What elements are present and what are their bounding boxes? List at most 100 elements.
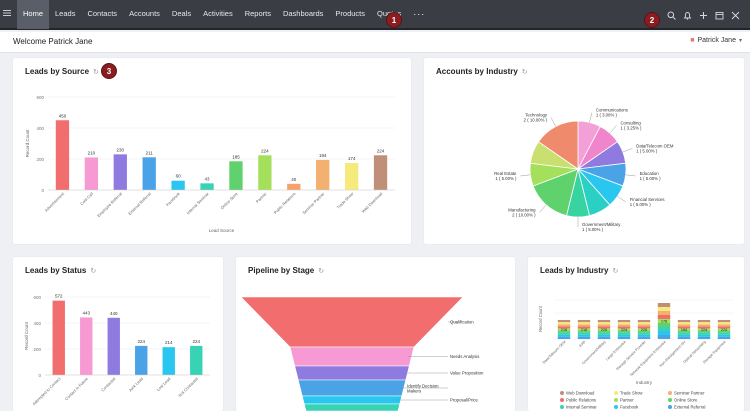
funnel-stage bbox=[301, 395, 403, 405]
nav-item-reports[interactable]: Reports bbox=[244, 9, 271, 18]
refresh-icon[interactable]: ↻ bbox=[318, 267, 325, 275]
legend-marker bbox=[614, 391, 618, 395]
refresh-icon[interactable]: ↻ bbox=[612, 267, 619, 275]
pie-slice-label: Consulting bbox=[620, 121, 641, 126]
x-tick-label: Network Equipment Enterprise bbox=[629, 340, 666, 377]
legend-label: Online Store bbox=[674, 398, 698, 403]
stacked-bar-segment bbox=[697, 322, 711, 325]
bell-icon[interactable] bbox=[682, 10, 692, 20]
stacked-bar-segment bbox=[597, 322, 611, 325]
pie-slice-count: 1 ( 5.00% ) bbox=[640, 176, 662, 181]
x-tick-label: Employee Referral bbox=[96, 191, 123, 218]
bar bbox=[162, 347, 175, 375]
stacked-bar-segment bbox=[557, 328, 571, 331]
refresh-icon[interactable]: ↻ bbox=[90, 267, 97, 275]
stacked-bar-segment bbox=[717, 330, 731, 333]
stacked-bar-segment bbox=[577, 328, 591, 331]
bar bbox=[142, 157, 156, 190]
refresh-icon[interactable]: ↻ bbox=[93, 68, 99, 76]
stacked-bar-segment bbox=[557, 336, 571, 339]
stacked-bar-segment bbox=[597, 320, 611, 323]
chart-leads-by-status: 0 200 400 600 Record Count 572 Attempted to Co… bbox=[24, 294, 210, 406]
pie-leader-line bbox=[550, 117, 556, 127]
legend-marker bbox=[668, 391, 672, 395]
legend-marker bbox=[560, 398, 564, 402]
stacked-bar-segment bbox=[637, 326, 651, 329]
stacked-bar-segment bbox=[697, 328, 711, 331]
x-tick-label: Cold Call bbox=[79, 191, 94, 206]
nav-item-home[interactable]: Home bbox=[17, 0, 50, 29]
bar bbox=[258, 155, 272, 190]
search-icon[interactable] bbox=[666, 10, 676, 20]
card-title: Leads by Status bbox=[25, 266, 87, 275]
stacked-bar-segment bbox=[717, 324, 731, 327]
pie-slice bbox=[537, 120, 579, 170]
legend-label: Web Download bbox=[566, 391, 595, 396]
pie-slice-count: 1 ( 5.00% ) bbox=[582, 227, 604, 232]
bar bbox=[316, 159, 330, 190]
calendar-icon[interactable] bbox=[714, 10, 724, 20]
stacked-bar-segment bbox=[637, 322, 651, 325]
menu-icon[interactable] bbox=[3, 8, 17, 20]
nav-item-leads[interactable]: Leads bbox=[55, 9, 76, 18]
stacked-bar-segment bbox=[637, 330, 651, 333]
card-title: Leads by Source bbox=[25, 67, 90, 76]
bar bbox=[287, 183, 301, 190]
x-tick-label: Junk Lead bbox=[127, 376, 144, 393]
bar bbox=[344, 163, 359, 190]
x-tick-label: Trade Show bbox=[336, 191, 355, 210]
stacked-bar-segment bbox=[557, 320, 571, 323]
tools-icon[interactable] bbox=[730, 10, 740, 20]
nav-item-accounts[interactable]: Accounts bbox=[129, 9, 160, 18]
pie-slice-count: 1 ( 5.00% ) bbox=[636, 148, 658, 153]
legend-label: Seminar Partner bbox=[674, 391, 705, 396]
bar-value-label: 230 bbox=[117, 147, 125, 152]
stacked-bar-segment bbox=[717, 322, 731, 325]
bar bbox=[52, 300, 65, 375]
stacked-bar-segment bbox=[557, 324, 571, 327]
pie-leader-line bbox=[520, 174, 531, 177]
funnel-stage-label: Qualification bbox=[450, 320, 474, 325]
nav-item-activities[interactable]: Activities bbox=[203, 9, 233, 18]
stacked-bar-segment bbox=[677, 336, 691, 339]
pie-slice-count: 1 ( 3.00% ) bbox=[596, 113, 618, 118]
stacked-bar-segment bbox=[657, 331, 671, 335]
stacked-bar-segment bbox=[597, 326, 611, 329]
x-tick-label: Advertisement bbox=[44, 191, 66, 213]
bar-value-label: 185 bbox=[232, 154, 240, 159]
bar-value-label: 214 bbox=[165, 340, 173, 345]
stacked-bar-segment bbox=[577, 326, 591, 329]
x-tick-label: Internal Seminar bbox=[185, 191, 210, 216]
bar-value-label: 210 bbox=[88, 150, 96, 155]
legend-label: Partner bbox=[620, 398, 634, 403]
refresh-icon[interactable]: ↻ bbox=[521, 68, 528, 76]
stacked-bar-segment bbox=[617, 322, 631, 325]
nav-item-dashboards[interactable]: Dashboards bbox=[282, 9, 324, 18]
pie-slice-label: Communications bbox=[596, 108, 628, 113]
stacked-bar-segment bbox=[697, 320, 711, 323]
stacked-bar-segment bbox=[637, 328, 651, 331]
y-tick-label: 200 bbox=[33, 347, 41, 352]
pie-leader-line bbox=[617, 196, 626, 203]
user-menu[interactable]: ■ Patrick Jane ▾ bbox=[690, 37, 742, 44]
plus-icon[interactable] bbox=[698, 10, 708, 20]
stacked-bar-segment bbox=[577, 330, 591, 333]
nav-item-contacts[interactable]: Contacts bbox=[87, 9, 118, 18]
stacked-bar-segment bbox=[597, 328, 611, 331]
nav-item-deals[interactable]: Deals bbox=[171, 9, 192, 18]
legend-marker bbox=[668, 405, 672, 409]
bar-value-label: 224 bbox=[261, 148, 269, 153]
main-nav: Home Leads Contacts Accounts Deals Activities… bbox=[17, 0, 407, 29]
stacked-bar-segment bbox=[597, 336, 611, 339]
stacked-bar-segment bbox=[717, 334, 731, 337]
stacked-bar-segment bbox=[677, 322, 691, 325]
chart-pipeline-by-stage: Qualification Needs Analysis Value Proposi… bbox=[240, 296, 484, 411]
stacked-bar-segment bbox=[617, 320, 631, 323]
stacked-bar-segment bbox=[657, 323, 671, 327]
more-menu-icon[interactable]: ··· bbox=[413, 9, 426, 19]
nav-item-products[interactable]: Products bbox=[335, 9, 366, 18]
bar bbox=[229, 161, 243, 190]
pie-slice-label: Financial Services bbox=[630, 197, 665, 202]
pie-slice-count: 1 ( 3.25% ) bbox=[620, 126, 642, 131]
card-leads-by-status: Leads by Status ↻ 0 200 400 600 Record Count… bbox=[13, 257, 223, 411]
